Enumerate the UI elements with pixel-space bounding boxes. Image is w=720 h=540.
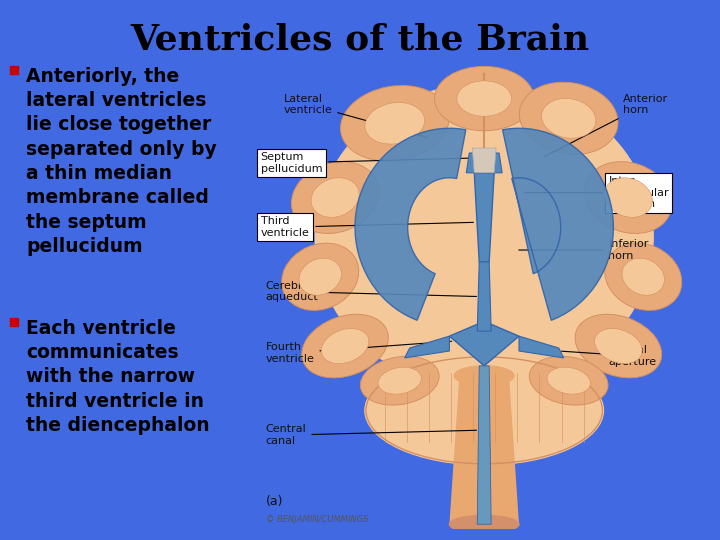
Text: Inter-
ventricular
foramen: Inter- ventricular foramen — [525, 176, 669, 209]
Ellipse shape — [575, 314, 662, 378]
Text: Third
ventricle: Third ventricle — [261, 217, 474, 238]
Ellipse shape — [519, 82, 618, 154]
Ellipse shape — [541, 98, 596, 138]
Ellipse shape — [434, 66, 534, 131]
Text: Lateral
ventricle: Lateral ventricle — [284, 93, 427, 137]
Ellipse shape — [454, 366, 514, 386]
Ellipse shape — [302, 314, 388, 378]
Text: Ventricles of the Brain: Ventricles of the Brain — [130, 22, 590, 56]
Text: Inferior
horn: Inferior horn — [519, 239, 649, 261]
Polygon shape — [474, 173, 494, 262]
Ellipse shape — [311, 178, 359, 217]
Ellipse shape — [365, 356, 603, 465]
Text: Each ventricle
communicates
with the narrow
third ventricle in
the diencephalon: Each ventricle communicates with the nar… — [26, 319, 210, 435]
Ellipse shape — [605, 243, 682, 310]
Text: Central
canal: Central canal — [266, 424, 477, 446]
Ellipse shape — [585, 161, 672, 233]
Text: Cerebral
aqueduct: Cerebral aqueduct — [266, 281, 477, 302]
Text: Fourth
ventricle: Fourth ventricle — [266, 341, 451, 364]
Ellipse shape — [595, 328, 642, 363]
Ellipse shape — [315, 84, 653, 390]
Text: Anteriorly, the
lateral ventricles
lie close together
separated only by
a thin m: Anteriorly, the lateral ventricles lie c… — [26, 67, 217, 256]
Text: © BENJAMIN/CUMMINGS: © BENJAMIN/CUMMINGS — [266, 515, 368, 524]
Ellipse shape — [449, 515, 519, 533]
Text: (a): (a) — [266, 495, 283, 508]
Polygon shape — [449, 321, 519, 366]
Ellipse shape — [292, 161, 379, 233]
Polygon shape — [355, 129, 466, 320]
Polygon shape — [477, 262, 491, 331]
Polygon shape — [503, 129, 613, 320]
Ellipse shape — [365, 103, 425, 144]
Ellipse shape — [299, 258, 341, 295]
Text: Lateral
aperture: Lateral aperture — [562, 345, 657, 367]
Ellipse shape — [341, 85, 449, 161]
Ellipse shape — [622, 258, 665, 295]
Ellipse shape — [321, 328, 369, 363]
Polygon shape — [467, 153, 502, 173]
Ellipse shape — [457, 81, 511, 116]
Text: Septum
pellucidum: Septum pellucidum — [261, 152, 474, 174]
Polygon shape — [472, 148, 496, 173]
Ellipse shape — [282, 243, 359, 310]
Polygon shape — [449, 376, 519, 524]
Polygon shape — [477, 366, 491, 524]
Text: Anterior
horn: Anterior horn — [544, 93, 668, 157]
Polygon shape — [519, 336, 564, 358]
Ellipse shape — [378, 367, 421, 394]
Polygon shape — [405, 336, 449, 358]
Ellipse shape — [529, 356, 608, 405]
Ellipse shape — [547, 367, 590, 394]
Ellipse shape — [604, 178, 652, 217]
Ellipse shape — [360, 356, 439, 405]
